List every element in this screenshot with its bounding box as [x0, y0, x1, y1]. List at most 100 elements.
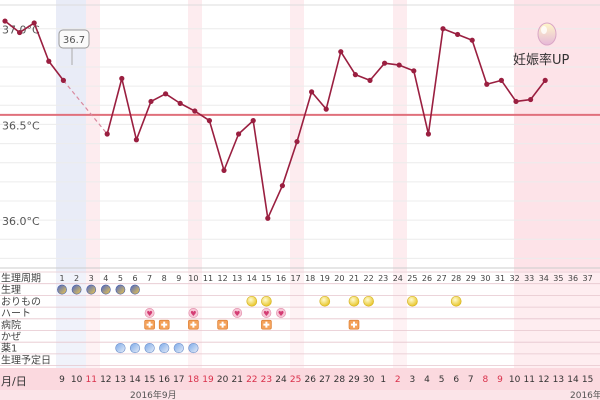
medicine-icon[interactable] [159, 342, 170, 354]
date-cell[interactable]: 13 [553, 375, 564, 385]
date-cell[interactable]: 21 [231, 375, 242, 385]
hospital-icon[interactable] [158, 319, 170, 330]
date-cell[interactable]: 5 [439, 375, 445, 385]
period-icon[interactable] [86, 284, 97, 295]
date-cell[interactable]: 2 [395, 375, 401, 385]
temperature-point[interactable] [440, 26, 446, 32]
discharge-icon[interactable] [319, 295, 331, 307]
discharge-icon[interactable] [261, 295, 272, 307]
date-cell[interactable]: 15 [144, 375, 155, 385]
temperature-point[interactable] [352, 72, 358, 78]
medicine-icon[interactable] [144, 342, 155, 354]
period-icon[interactable] [100, 284, 111, 295]
date-cell[interactable]: 10 [509, 375, 521, 385]
date-cell[interactable]: 24 [275, 375, 287, 385]
date-cell[interactable]: 10 [71, 375, 83, 385]
date-cell[interactable]: 14 [129, 375, 141, 385]
date-cell[interactable]: 16 [158, 375, 170, 385]
date-cell[interactable]: 18 [188, 375, 200, 385]
heart-icon[interactable]: ♥ [144, 308, 155, 318]
temperature-point[interactable] [133, 137, 139, 143]
temperature-point[interactable] [484, 81, 490, 87]
date-cell[interactable]: 20 [217, 375, 229, 385]
temperature-point[interactable] [104, 131, 110, 137]
temperature-point[interactable] [396, 62, 402, 68]
medicine-icon[interactable] [115, 342, 126, 354]
date-cell[interactable]: 1 [380, 375, 386, 385]
discharge-icon[interactable] [407, 295, 418, 307]
temperature-point[interactable] [498, 77, 504, 83]
period-icon[interactable] [57, 284, 67, 295]
period-icon[interactable] [115, 284, 126, 295]
temperature-point[interactable] [367, 77, 373, 83]
date-cell[interactable]: 28 [334, 375, 346, 385]
temperature-point[interactable] [236, 131, 242, 137]
temperature-point[interactable] [309, 89, 315, 95]
temperature-point[interactable] [425, 131, 431, 137]
temperature-point[interactable] [119, 75, 125, 82]
temperature-point[interactable] [60, 77, 66, 83]
heart-icon[interactable]: ♥ [261, 308, 272, 318]
heart-icon[interactable]: ♥ [188, 308, 199, 318]
date-cell[interactable]: 15 [582, 375, 593, 385]
discharge-icon[interactable] [450, 295, 462, 307]
date-cell[interactable]: 11 [523, 375, 534, 385]
temperature-point[interactable] [528, 96, 534, 103]
temperature-point[interactable] [265, 215, 271, 221]
temperature-tooltip[interactable]: 36.7 [58, 29, 90, 65]
period-icon[interactable] [130, 284, 140, 295]
discharge-icon[interactable] [363, 295, 374, 307]
temperature-point[interactable] [221, 167, 227, 173]
date-cell[interactable]: 8 [483, 375, 489, 385]
date-cell[interactable]: 26 [304, 375, 316, 385]
hospital-icon[interactable] [261, 319, 272, 330]
date-cell[interactable]: 27 [319, 375, 330, 385]
temperature-point[interactable] [542, 77, 548, 83]
date-cell[interactable]: 14 [567, 375, 579, 385]
discharge-icon[interactable] [348, 295, 360, 307]
date-cell[interactable]: 22 [246, 375, 257, 385]
temperature-point[interactable] [411, 68, 417, 74]
temperature-point[interactable] [163, 91, 169, 97]
temperature-point[interactable] [17, 29, 23, 36]
date-cell[interactable]: 9 [497, 375, 503, 385]
temperature-point[interactable] [177, 100, 183, 106]
date-cell[interactable]: 11 [85, 375, 96, 385]
date-cell[interactable]: 4 [424, 375, 430, 385]
temperature-point[interactable] [382, 60, 388, 66]
temperature-point[interactable] [250, 118, 256, 124]
date-cell[interactable]: 17 [173, 375, 184, 385]
temperature-point[interactable] [455, 31, 461, 38]
hospital-icon[interactable] [217, 319, 228, 330]
date-cell[interactable]: 23 [261, 375, 272, 385]
date-cell[interactable]: 9 [59, 375, 65, 385]
hospital-icon[interactable] [144, 319, 155, 330]
temperature-point[interactable] [338, 49, 344, 55]
temperature-point[interactable] [46, 58, 52, 64]
hospital-icon[interactable] [188, 319, 199, 330]
hospital-icon[interactable] [348, 319, 360, 330]
temperature-point[interactable] [206, 118, 212, 124]
discharge-icon[interactable] [246, 295, 258, 307]
period-icon[interactable] [71, 284, 82, 295]
date-cell[interactable]: 13 [115, 375, 126, 385]
temperature-point[interactable] [513, 98, 519, 105]
date-cell[interactable]: 19 [202, 375, 214, 385]
date-cell[interactable]: 30 [363, 375, 375, 385]
temperature-point[interactable] [2, 18, 8, 24]
date-cell[interactable]: 25 [290, 375, 301, 385]
temperature-point[interactable] [31, 20, 37, 26]
heart-icon[interactable]: ♥ [276, 308, 286, 318]
temperature-point[interactable] [192, 108, 198, 114]
date-cell[interactable]: 12 [100, 375, 111, 385]
date-cell[interactable]: 12 [538, 375, 549, 385]
temperature-point[interactable] [294, 139, 300, 145]
pregnancy-rate-badge[interactable]: 妊娠率UP [513, 22, 570, 68]
medicine-icon[interactable] [129, 342, 141, 354]
heart-icon[interactable]: ♥ [232, 308, 243, 318]
date-cell[interactable]: 6 [453, 375, 459, 385]
medicine-icon[interactable] [188, 342, 199, 354]
date-cell[interactable]: 7 [468, 375, 474, 385]
